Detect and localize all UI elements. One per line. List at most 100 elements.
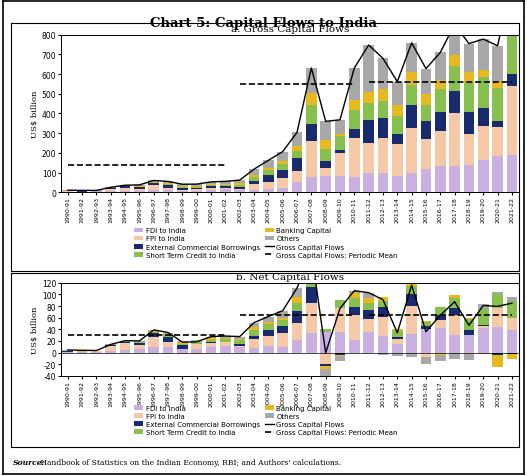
Bar [406,106,417,129]
Bar [235,346,245,347]
Bar [492,308,503,327]
Bar [263,175,274,183]
Bar [363,304,374,310]
Bar [421,106,431,122]
Bar [506,331,518,353]
Bar [263,336,274,347]
Bar [220,337,231,338]
Bar [363,120,374,144]
Bar [320,177,331,193]
Bar [249,340,259,348]
Bar [277,334,288,347]
Bar [449,92,460,114]
Bar [506,353,518,355]
Bar [320,162,331,168]
Bar [320,369,331,377]
Bar [163,182,173,184]
Bar [478,127,489,160]
Bar [177,188,188,190]
Bar [349,298,360,307]
Bar [134,349,145,353]
Bar [449,315,460,336]
Bar [406,281,417,286]
Bar [206,185,217,186]
Bar [392,344,403,353]
Bar [249,170,259,175]
Bar [492,82,503,89]
Bar [320,365,331,366]
Bar [478,70,489,78]
Bar [291,133,302,147]
Bar [478,304,489,309]
Bar [378,102,388,119]
Bar [335,154,345,177]
Bar [363,93,374,104]
Bar [349,101,360,111]
Bar [464,73,474,84]
Bar [291,312,302,323]
Bar [91,192,102,193]
Bar [464,84,474,112]
Bar [134,186,145,187]
Bar [435,355,446,361]
Bar [149,186,159,191]
Bar [163,191,173,193]
Bar [149,330,159,331]
Bar [120,192,131,193]
Bar [435,132,446,166]
Bar [306,69,317,94]
Bar [464,112,474,135]
Bar [277,321,288,327]
Bar [134,187,145,188]
Bar [335,333,345,353]
Bar [335,177,345,193]
Bar [263,161,274,168]
Bar [220,185,231,187]
Bar [249,185,259,190]
Bar [120,341,131,342]
Bar [105,346,116,351]
Bar [421,357,431,364]
Bar [105,345,116,346]
Bar [206,189,217,191]
Bar [492,122,503,128]
Y-axis label: US$ billion: US$ billion [31,306,39,353]
Bar [77,351,87,352]
Bar [206,338,217,340]
Bar [406,173,417,193]
Bar [464,45,474,73]
Bar [235,185,245,188]
Bar [134,343,145,345]
Bar [191,188,202,189]
Bar [478,160,489,193]
Text: Chart 5: Capital Flows to India: Chart 5: Capital Flows to India [150,17,377,30]
Bar [421,140,431,169]
Bar [349,111,360,129]
Bar [421,327,431,329]
Bar [149,337,159,347]
Bar [277,165,288,170]
Bar [378,317,388,337]
Bar [421,321,431,323]
Bar [349,139,360,178]
Bar [421,323,431,327]
Bar [335,151,345,153]
Bar [263,322,274,325]
Bar [91,351,102,352]
Bar [492,47,503,82]
Bar [335,137,345,151]
Bar [249,175,259,177]
Bar [378,307,388,317]
Bar [378,119,388,139]
Bar [249,336,259,340]
Y-axis label: US$ billion: US$ billion [31,90,39,138]
Bar [406,73,417,86]
Bar [506,297,518,302]
Bar [306,178,317,193]
Bar [306,142,317,178]
Bar [363,320,374,333]
Bar [220,346,231,353]
Bar [435,320,446,328]
Bar [406,295,417,307]
Bar [149,182,159,183]
